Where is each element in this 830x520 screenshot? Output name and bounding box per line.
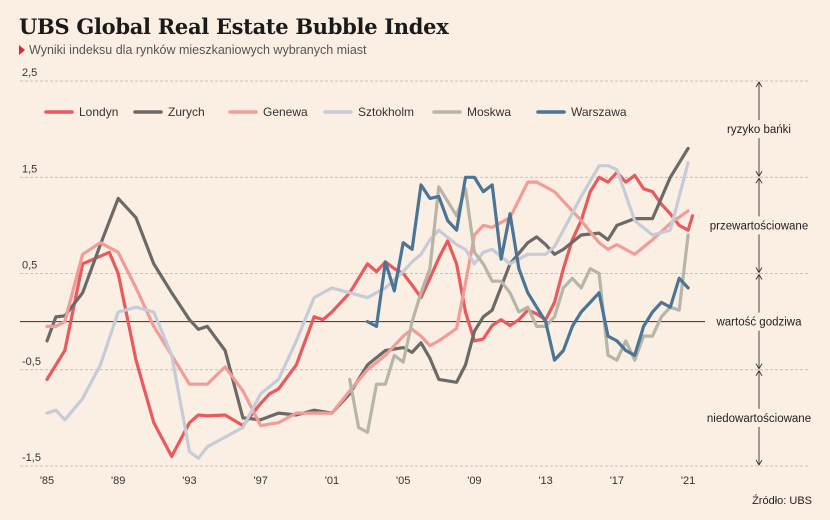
arrow-up-icon (755, 369, 763, 376)
zone-label-bg (705, 121, 813, 138)
legend-label: Londyn (79, 105, 118, 119)
chart-title: UBS Global Real Estate Bubble Index (19, 14, 449, 39)
legend: Londyn Zurych Genewa Sztokholm Moskwa Warszaw… (44, 105, 627, 119)
series-line-sztokholm (45, 161, 690, 460)
zone-label-bg (705, 217, 813, 234)
zone-label-bg (705, 313, 813, 330)
zone-label: wartość godziwa (715, 317, 802, 329)
series-lines (45, 146, 695, 460)
arrow-down-icon (755, 363, 763, 370)
zone-label: niedowartościowane (707, 413, 811, 425)
arrow-down-icon (755, 267, 763, 274)
y-tick-label: 2,5 (22, 67, 37, 79)
y-tick-label: -1,5 (22, 452, 41, 464)
x-tick-label: '01 (325, 475, 339, 487)
legend-label: Warszawa (571, 105, 627, 119)
x-tick-label: '13 (538, 475, 552, 487)
legend-label: Moskwa (467, 105, 511, 119)
source-note: Źródło: UBS (752, 495, 812, 507)
x-tick-label: '89 (111, 475, 125, 487)
x-tick-label: '93 (182, 475, 196, 487)
series-line-zurych (45, 146, 690, 422)
arrow-up-icon (755, 81, 763, 88)
series-line-genewa (45, 180, 690, 428)
x-tick-label: '85 (40, 475, 54, 487)
arrow-down-icon (755, 171, 763, 178)
legend-label: Sztokholm (358, 105, 414, 119)
x-tick-label: '05 (396, 475, 410, 487)
chart-subtitle: Wyniki indeksu dla rynków mieszkaniowych… (19, 43, 367, 57)
y-tick-label: -0,5 (22, 356, 41, 368)
legend-label: Genewa (263, 105, 308, 119)
arrow-up-icon (755, 273, 763, 280)
zone-label: ryzyko bańki (727, 124, 791, 136)
arrow-down-icon (755, 459, 763, 466)
triangle-marker-icon (19, 45, 25, 55)
grid-lines (20, 80, 810, 467)
x-tick-label: '17 (610, 475, 624, 487)
y-tick-labels: 2,5 1,5 0,5 -0,5 -1,5 (22, 67, 41, 464)
series-line-warszawa (365, 175, 690, 362)
series-line-londyn (45, 170, 695, 458)
arrow-up-icon (755, 177, 763, 184)
y-tick-label: 0,5 (22, 260, 37, 272)
x-tick-label: '09 (467, 475, 481, 487)
zone-label-bg (705, 409, 813, 426)
zone-annotations: ryzyko bańki przewartościowane wartość god… (705, 81, 813, 466)
zone-label: przewartościowane (710, 220, 808, 232)
x-tick-label: '97 (254, 475, 268, 487)
y-tick-label: 1,5 (22, 163, 37, 175)
legend-label: Zurych (168, 105, 205, 119)
x-tick-label: '21 (681, 475, 695, 487)
subtitle-text: Wyniki indeksu dla rynków mieszkaniowych… (29, 43, 367, 57)
x-tick-labels: '85 '89 '93 '97 '01 '05 '09 '13 '17 '21 (40, 475, 695, 487)
